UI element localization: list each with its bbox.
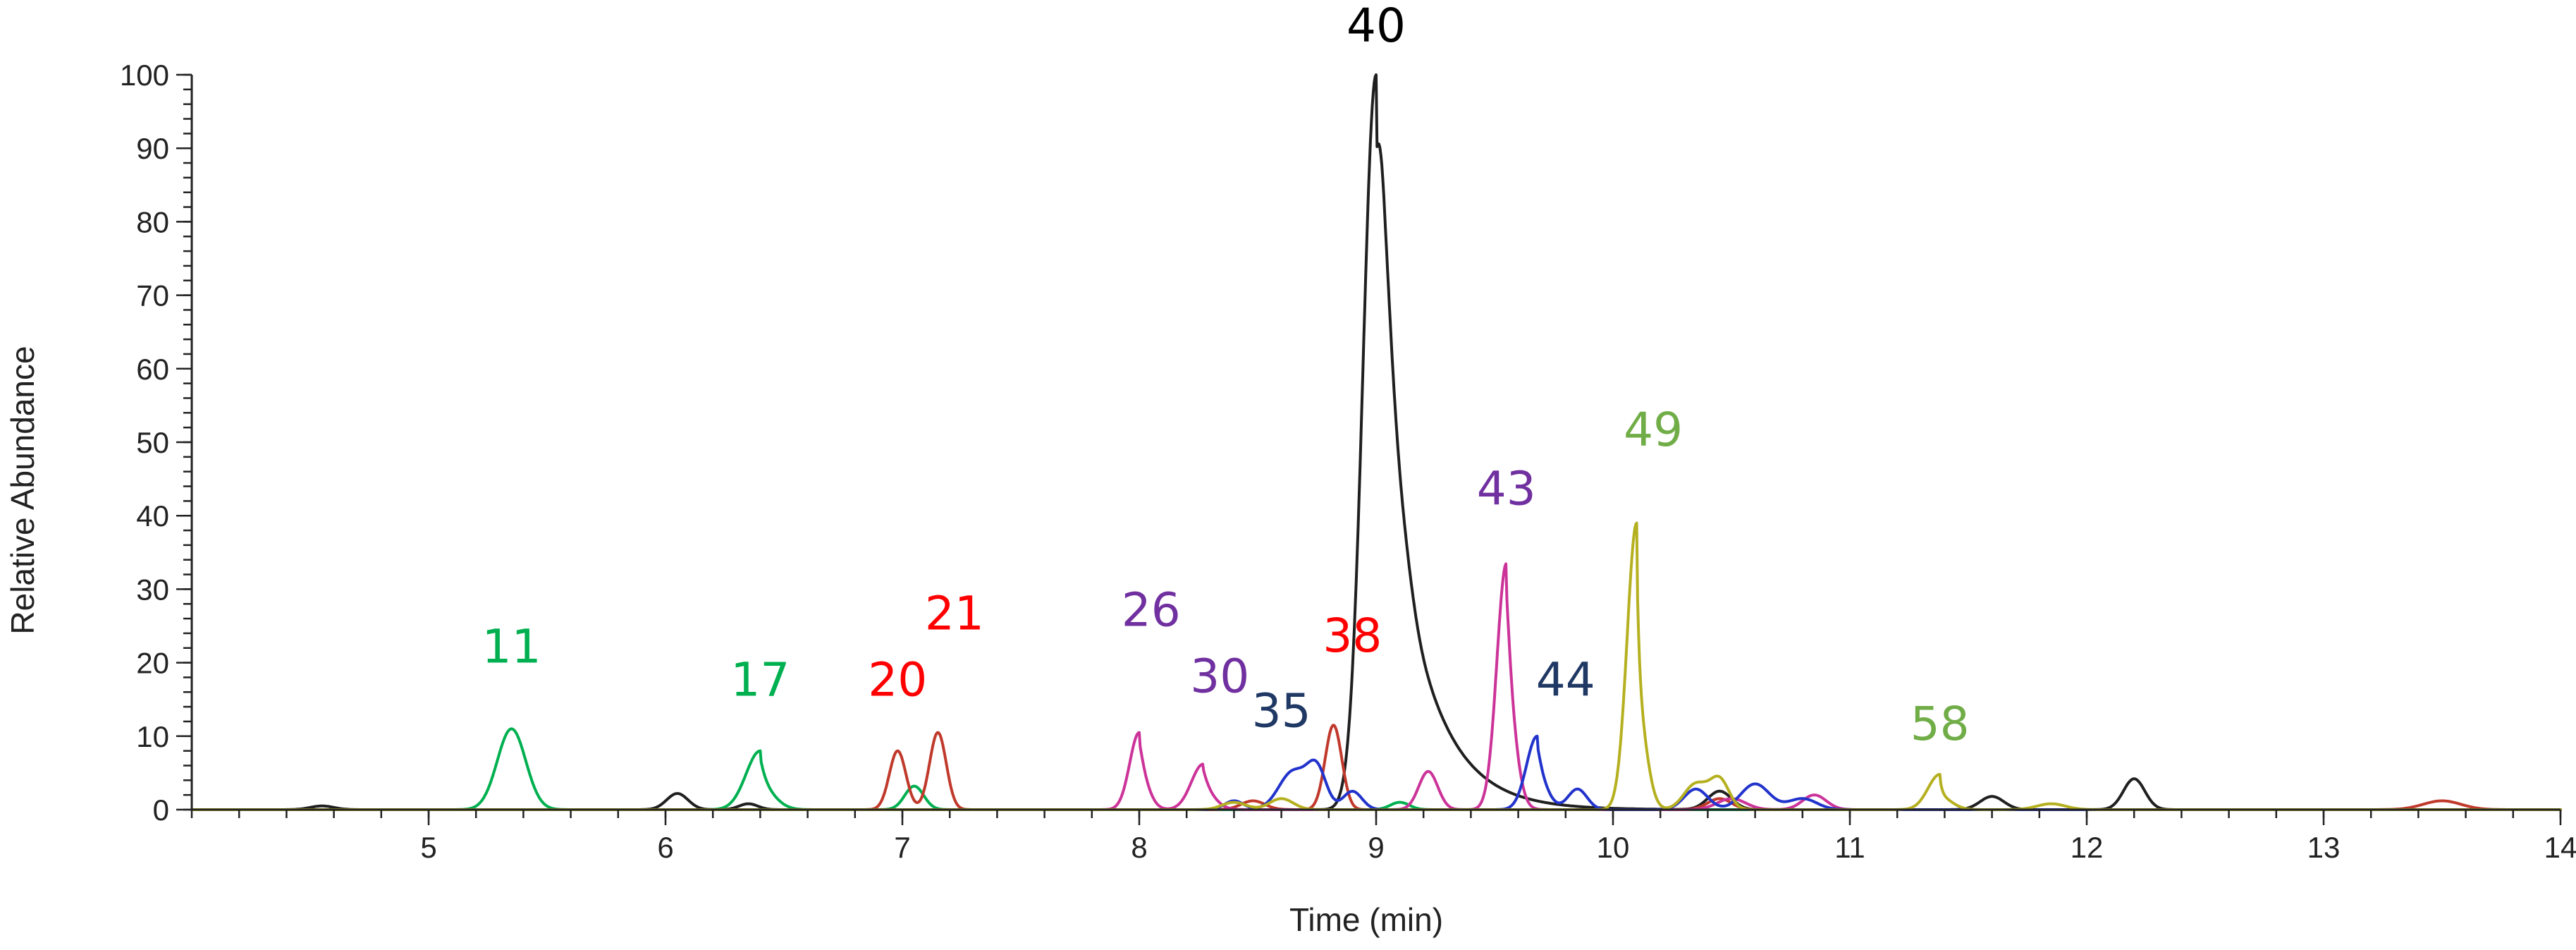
y-tick-label: 100	[120, 59, 169, 92]
y-tick-label: 40	[136, 499, 169, 532]
peak-label-49: 49	[1624, 403, 1683, 457]
x-tick-label: 13	[2307, 831, 2341, 864]
y-tick-label: 60	[136, 353, 169, 386]
x-tick-label: 11	[1834, 831, 1865, 864]
chromatogram-traces	[190, 73, 2562, 811]
x-tick-label: 8	[1131, 831, 1147, 864]
trace-series-4	[190, 562, 2562, 811]
x-tick-label: 5	[420, 831, 436, 864]
y-ticks: 0 10 20 30 40 50 60 70 80 90 100	[120, 59, 192, 827]
y-tick-label: 30	[136, 573, 169, 606]
peak-label-38: 38	[1323, 609, 1382, 663]
y-tick-label: 0	[153, 793, 169, 827]
peak-label-40: 40	[1347, 0, 1406, 53]
y-axis-title: Relative Abundance	[4, 346, 41, 634]
trace-series-3	[190, 724, 2562, 811]
peak-label-43: 43	[1477, 462, 1536, 516]
peak-label-30: 30	[1190, 649, 1249, 703]
y-tick-label: 80	[136, 205, 169, 238]
peak-label-17: 17	[730, 652, 790, 707]
x-tick-label: 7	[894, 831, 910, 864]
x-ticks: 5 6 7 8 9 10 11 12 13 14	[420, 810, 2576, 864]
trace-series-1	[190, 73, 2562, 811]
y-tick-label: 20	[136, 647, 169, 680]
trace-series-6	[190, 521, 2562, 811]
trace-series-5	[190, 734, 2562, 811]
trace-series-2	[190, 727, 2562, 811]
peak-label-21: 21	[925, 587, 984, 641]
y-tick-label: 10	[136, 720, 169, 753]
peak-label-11: 11	[482, 620, 541, 674]
y-tick-label: 50	[136, 426, 169, 459]
peak-label-44: 44	[1536, 652, 1595, 707]
x-tick-label: 9	[1368, 831, 1384, 864]
y-tick-label: 90	[136, 132, 169, 165]
x-axis-title: Time (min)	[1289, 901, 1443, 938]
x-tick-label: 10	[1597, 831, 1630, 864]
peak-label-58: 58	[1910, 697, 1970, 751]
peak-label-20: 20	[868, 652, 927, 707]
peak-label-26: 26	[1122, 583, 1181, 638]
x-tick-label: 6	[657, 831, 673, 864]
x-tick-label: 12	[2071, 831, 2104, 864]
y-tick-label: 70	[136, 279, 169, 312]
x-tick-label: 14	[2544, 831, 2576, 864]
axes: 0 10 20 30 40 50 60 70 80 90 100 5 6 7 8 9 10 11 12 13 14	[120, 59, 2576, 864]
peak-label-35: 35	[1252, 683, 1311, 738]
